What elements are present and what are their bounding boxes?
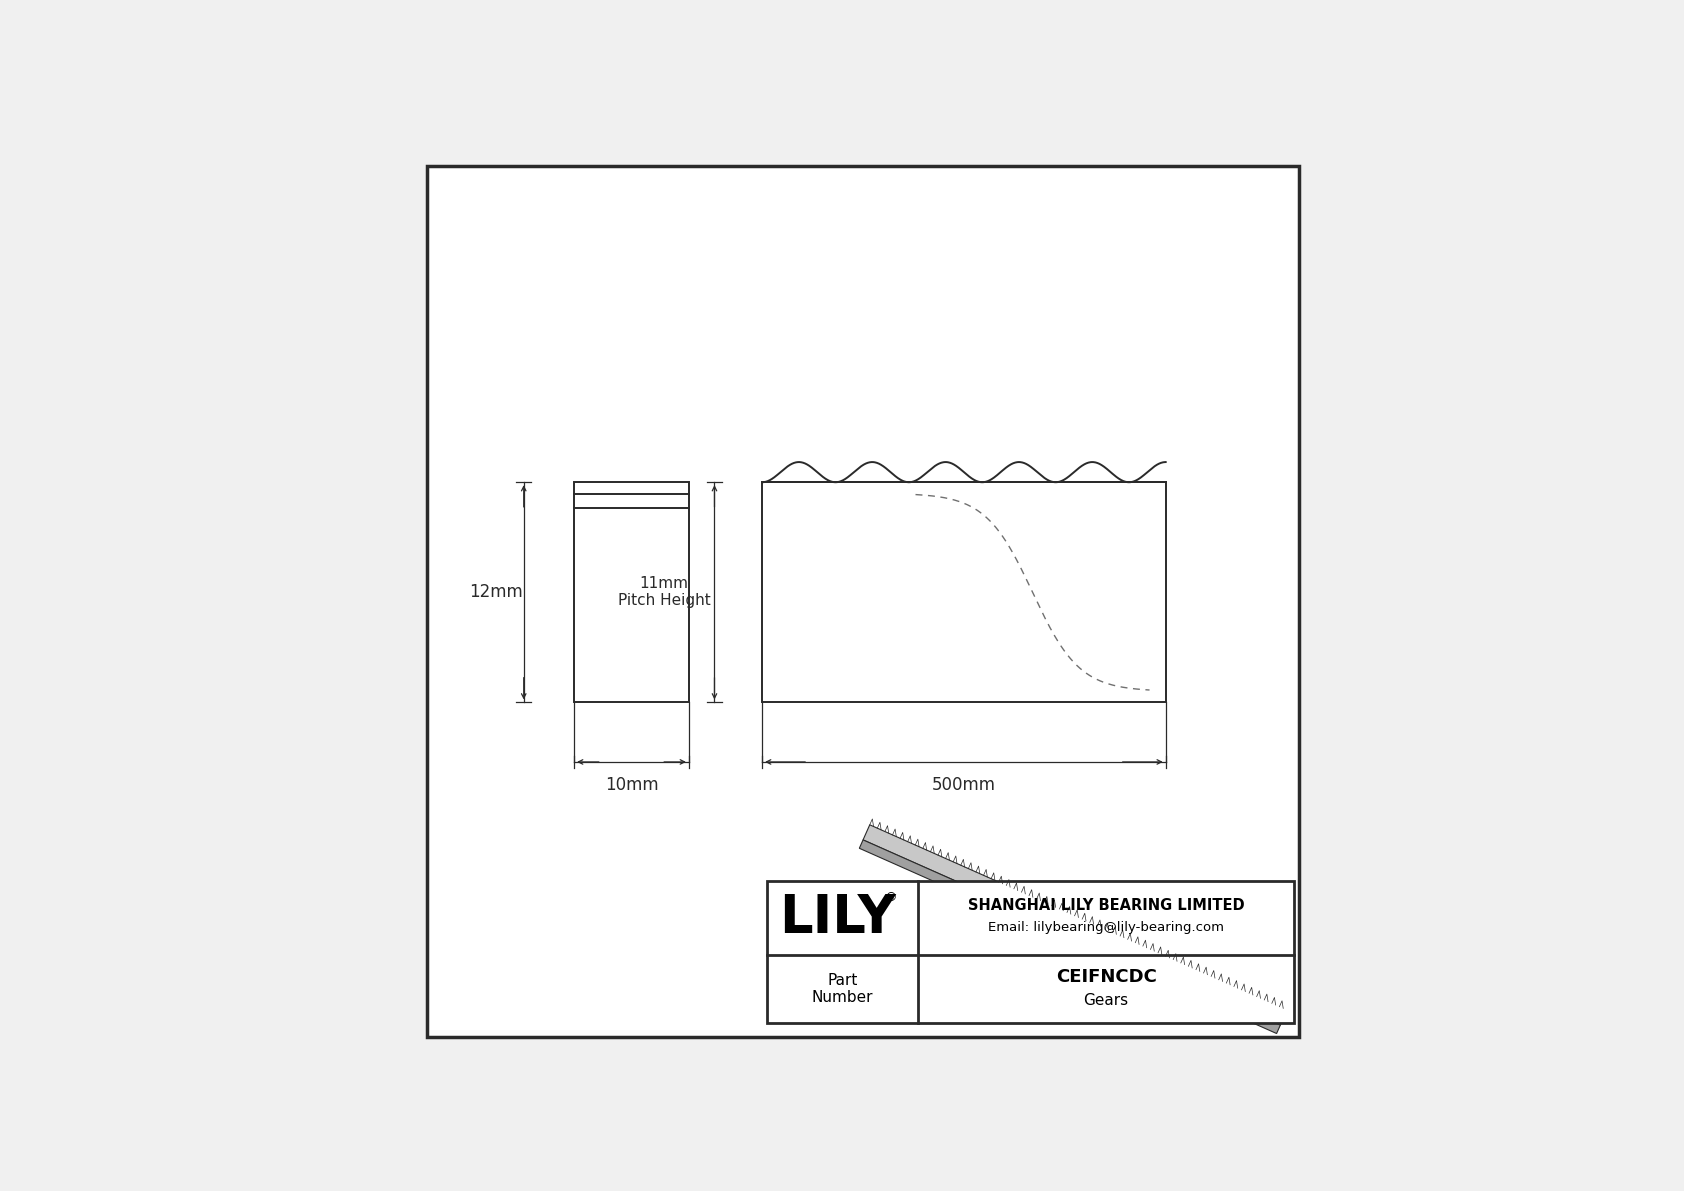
Text: Part
Number: Part Number [812,973,874,1005]
Polygon shape [859,840,1280,1034]
Text: 12mm: 12mm [470,584,524,601]
Text: SHANGHAI LILY BEARING LIMITED: SHANGHAI LILY BEARING LIMITED [968,898,1244,913]
Bar [574,482,689,703]
Bar [763,482,1165,703]
Text: LILY: LILY [780,892,896,943]
Text: ®: ® [884,891,896,904]
Bar [766,881,1293,1023]
Text: Gears: Gears [1083,993,1128,1009]
Text: 10mm: 10mm [605,775,658,794]
Text: 500mm: 500mm [931,775,995,794]
Text: 11mm
Pitch Height: 11mm Pitch Height [618,576,711,609]
Text: Email: lilybearing@lily-bearing.com: Email: lilybearing@lily-bearing.com [989,921,1224,934]
Polygon shape [862,825,1287,1025]
Text: CEIFNCDC: CEIFNCDC [1056,968,1157,986]
